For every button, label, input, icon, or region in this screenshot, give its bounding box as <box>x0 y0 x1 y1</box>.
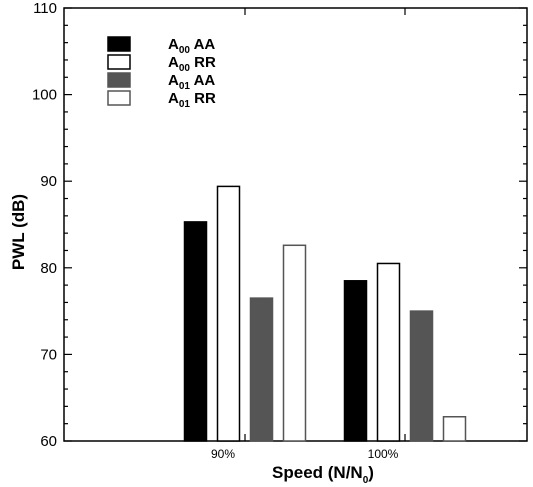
legend-label: A01 RR <box>168 90 216 110</box>
y-axis-title: PWL (dB) <box>9 194 28 270</box>
bars <box>183 185 467 442</box>
axes: 60 70 80 90 100 110 90% 100% <box>32 0 527 461</box>
x-axis-title-close: ) <box>368 463 374 482</box>
bar <box>376 262 401 442</box>
bar <box>282 244 307 442</box>
y-tick-label: 90 <box>40 173 57 190</box>
legend-label: A00 AA <box>168 36 215 56</box>
legend-swatch <box>107 54 131 70</box>
y-tick-label: 80 <box>40 260 57 277</box>
y-tick-label: 100 <box>32 87 57 104</box>
y-tick-label: 70 <box>40 346 57 363</box>
legend-swatch <box>107 36 131 52</box>
x-axis-title-main: Speed (N/N <box>272 463 363 482</box>
x-axis-title-sub: 0 <box>363 475 369 486</box>
legend-label: A00 RR <box>168 54 216 74</box>
x-tick-label: 100% <box>368 447 399 461</box>
bar <box>249 297 274 442</box>
bar <box>216 185 241 442</box>
bar <box>409 310 434 442</box>
bar <box>343 280 368 442</box>
legend-label: A01 AA <box>168 72 215 92</box>
legend-swatch <box>107 90 131 106</box>
y-tick-label: 60 <box>40 433 57 450</box>
x-axis-title: Speed (N/N0) <box>272 463 374 486</box>
x-tick-label: 90% <box>211 447 235 461</box>
bar <box>183 221 208 442</box>
bar <box>442 416 467 442</box>
legend-swatch <box>107 72 131 88</box>
y-tick-label: 110 <box>33 0 57 17</box>
